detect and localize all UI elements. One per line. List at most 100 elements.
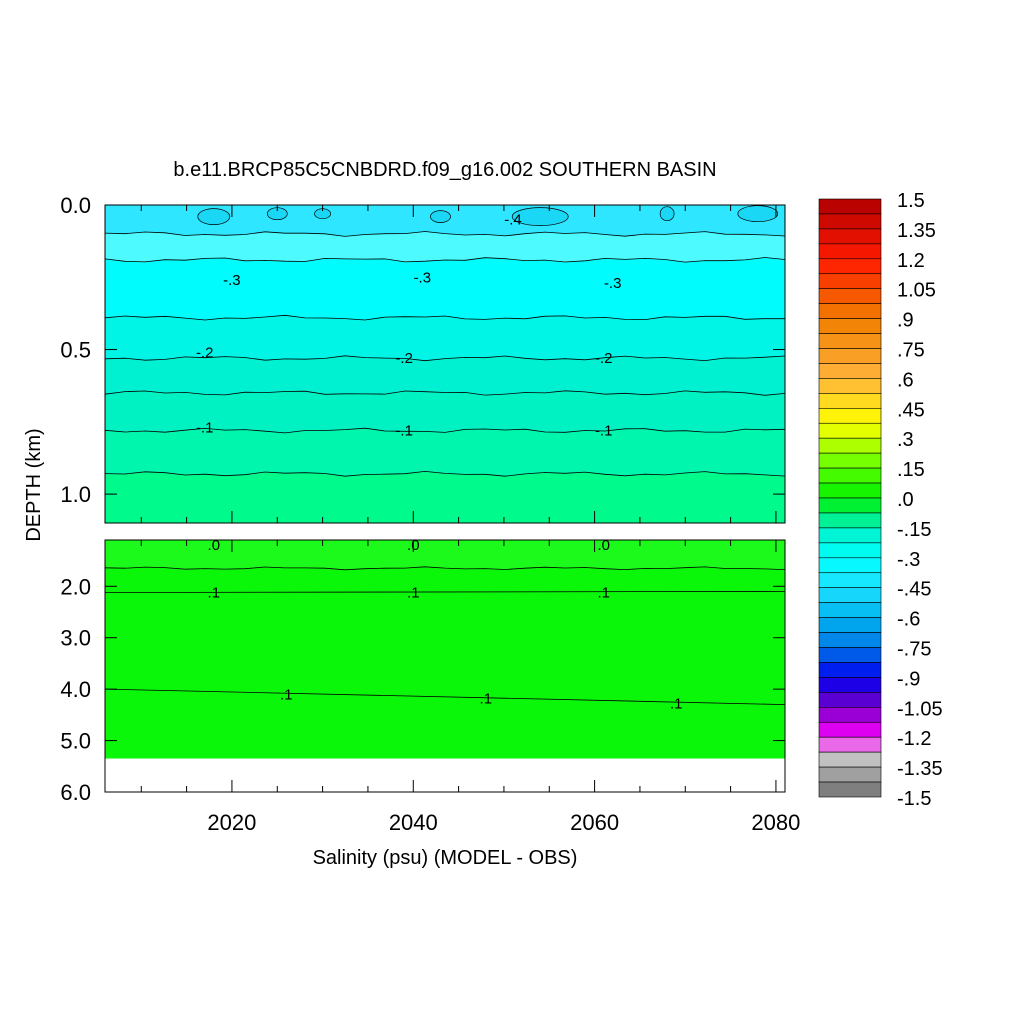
lower-y-tick-label-3: 4.0 (60, 677, 91, 702)
colorbar-box-18 (818, 452, 882, 469)
colorbar-label-20: -1.35 (897, 758, 943, 780)
upper-contour-label-3: -.3 (414, 269, 432, 286)
colorbar-box-24 (818, 542, 882, 559)
lower-y-tick-label-1: 2.0 (60, 574, 91, 599)
colorbar-box-40 (818, 781, 882, 798)
colorbar-box-27 (818, 587, 882, 603)
upper-surface-blob-7 (737, 205, 779, 223)
colorbar-label-6: .75 (897, 340, 925, 362)
colorbar-label-1: 1.5 (897, 190, 925, 212)
colorbar-box-4 (818, 243, 882, 260)
colorbar-label-14: -.45 (897, 579, 931, 601)
upper-contour-line-7 (104, 470, 786, 477)
upper-y-tick-label-2: 0.5 (60, 338, 91, 363)
upper-contour-line-2 (104, 257, 786, 263)
colorbar-box-10 (818, 333, 882, 349)
upper-band-6 (105, 390, 785, 433)
colorbar-box-19 (818, 467, 882, 484)
upper-band-3 (105, 257, 785, 320)
colorbar-label-10: .15 (897, 459, 925, 481)
colorbar-box-31 (818, 647, 882, 663)
colorbar-label-17: -.9 (897, 668, 920, 690)
upper-contour-label-2: -.3 (223, 272, 241, 289)
upper-panel: -.4 -.3 -.3 -.3 -.2 -.2 -.2 -.1 -.1 -.1 0.0 0.5 1.0 (60, 193, 786, 524)
colorbar-box-1 (818, 198, 882, 215)
colorbar-box-34 (818, 692, 882, 708)
colorbar-box-12 (818, 363, 882, 379)
lower-contour-label-9: .1 (670, 696, 683, 713)
lower-contour-label-3: .0 (597, 537, 610, 554)
lower-band-1 (105, 540, 785, 570)
lower-y-tick-label-5: 6.0 (60, 780, 91, 805)
lower-contour-line-mid (104, 591, 786, 593)
upper-surface-blob-6 (659, 206, 675, 222)
colorbar-label-18: -1.05 (897, 698, 943, 720)
upper-contour-line-5 (104, 390, 786, 396)
upper-band-4 (105, 315, 785, 361)
y-axis-label: DEPTH (km) (23, 428, 45, 541)
colorbar-label-12: -.15 (897, 519, 931, 541)
x-axis-label: Salinity (psu) (MODEL - OBS) (313, 847, 578, 869)
colorbar-label-16: -.75 (897, 639, 931, 661)
colorbar-box-17 (818, 437, 882, 454)
colorbar-box-5 (818, 258, 882, 275)
colorbar-box-11 (818, 348, 882, 364)
lower-band-2 (105, 566, 785, 759)
colorbar-box-26 (818, 572, 882, 588)
lower-contour-label-1: .0 (208, 537, 221, 554)
colorbar-box-33 (818, 677, 882, 693)
colorbar-box-37 (818, 736, 882, 753)
colorbar-box-15 (818, 407, 882, 424)
colorbar-box-13 (818, 378, 882, 394)
colorbar-box-38 (818, 751, 882, 768)
colorbar-label-8: .45 (897, 399, 925, 421)
colorbar-box-22 (818, 512, 882, 529)
lower-contour-label-7: .1 (280, 686, 293, 703)
colorbar-box-23 (818, 527, 882, 544)
upper-contour-label-6: -.2 (395, 350, 413, 367)
colorbar-label-19: -1.2 (897, 728, 931, 750)
colorbar-box-9 (818, 318, 882, 334)
colorbar-box-35 (818, 706, 882, 723)
colorbar-box-21 (818, 497, 882, 514)
upper-contour-label-8: -.1 (196, 420, 214, 437)
upper-contour-line-1 (104, 231, 786, 237)
colorbar-box-25 (818, 557, 882, 574)
upper-band-5 (105, 355, 785, 396)
upper-surface-blob-1 (197, 208, 231, 225)
upper-band-2 (105, 231, 785, 263)
colorbar-box-7 (818, 288, 882, 304)
x-tick-label-1: 2020 (207, 810, 256, 835)
colorbar-box-8 (818, 303, 882, 319)
x-tick-label-3: 2060 (570, 810, 619, 835)
upper-surface-blob-4 (430, 210, 451, 223)
upper-contour-label-1: -.4 (504, 212, 522, 229)
upper-contour-label-7: -.2 (595, 350, 613, 367)
upper-contour-line-4 (104, 355, 786, 362)
lower-contour-label-5: .1 (407, 585, 420, 602)
upper-panel-frame (104, 204, 786, 524)
colorbar-label-21: -1.5 (897, 788, 931, 810)
colorbar: 1.5 1.35 1.2 1.05 .9 .75 .6 .45 .3 .15 .0 -.15 -.3 -.… (818, 190, 943, 810)
colorbar-box-28 (818, 602, 882, 618)
colorbar-label-11: .0 (897, 489, 914, 511)
colorbar-label-15: -.6 (897, 609, 920, 631)
x-tick-label-2: 2040 (389, 810, 438, 835)
colorbar-box-20 (818, 482, 882, 499)
colorbar-label-7: .6 (897, 369, 914, 391)
x-tick-label-4: 2080 (751, 810, 800, 835)
colorbar-box-39 (818, 766, 882, 783)
colorbar-label-3: 1.2 (897, 250, 925, 272)
upper-y-tick-label-1: 0.0 (60, 193, 91, 218)
upper-band-7 (105, 428, 785, 477)
lower-contour-label-4: .1 (208, 585, 221, 602)
colorbar-label-4: 1.05 (897, 280, 936, 302)
upper-band-8 (105, 471, 785, 523)
colorbar-box-14 (818, 393, 882, 409)
upper-contour-label-10: -.1 (595, 423, 613, 440)
lower-y-tick-label-4: 5.0 (60, 729, 91, 754)
chart-title: b.e11.BRCP85C5CNBDRD.f09_g16.002 SOUTHER… (173, 159, 716, 181)
upper-y-tick-label-3: 1.0 (60, 482, 91, 507)
upper-contour-line-3 (104, 314, 786, 321)
